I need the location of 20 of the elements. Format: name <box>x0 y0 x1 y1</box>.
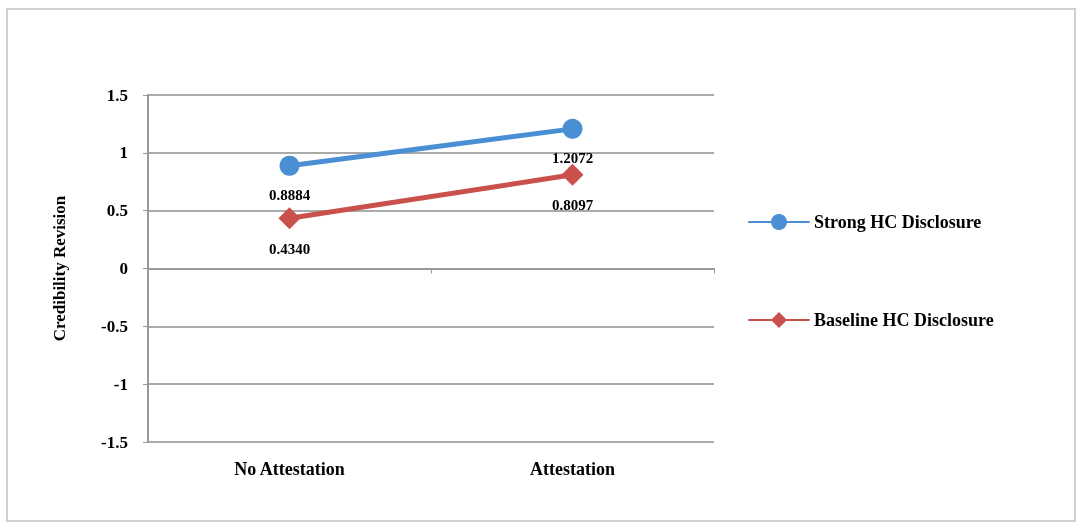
y-tick-label: 0.5 <box>106 201 128 221</box>
data-label: 0.4340 <box>268 240 311 257</box>
point <box>562 118 583 139</box>
y-tick-label: -1.5 <box>101 432 128 452</box>
point <box>561 163 584 186</box>
y-tick-label: 1.5 <box>106 85 128 105</box>
y-axis-title: Credibility Revision <box>50 195 69 342</box>
x-tick-label: No Attestation <box>234 459 345 479</box>
y-tick-label: -1 <box>113 374 128 394</box>
point <box>278 207 301 230</box>
data-label: 0.8884 <box>268 187 311 204</box>
data-label: 0.8097 <box>551 197 594 214</box>
y-tick-label: -0.5 <box>101 316 128 336</box>
y-tick-label: 0 <box>119 259 128 278</box>
point <box>279 155 300 176</box>
data-label: 1.2072 <box>551 150 594 167</box>
legend-label: Strong HC Disclosure <box>814 212 982 232</box>
y-tick-label: 1 <box>119 143 128 163</box>
x-tick-label: Attestation <box>530 459 615 479</box>
legend-label: Baseline HC Disclosure <box>814 310 994 330</box>
